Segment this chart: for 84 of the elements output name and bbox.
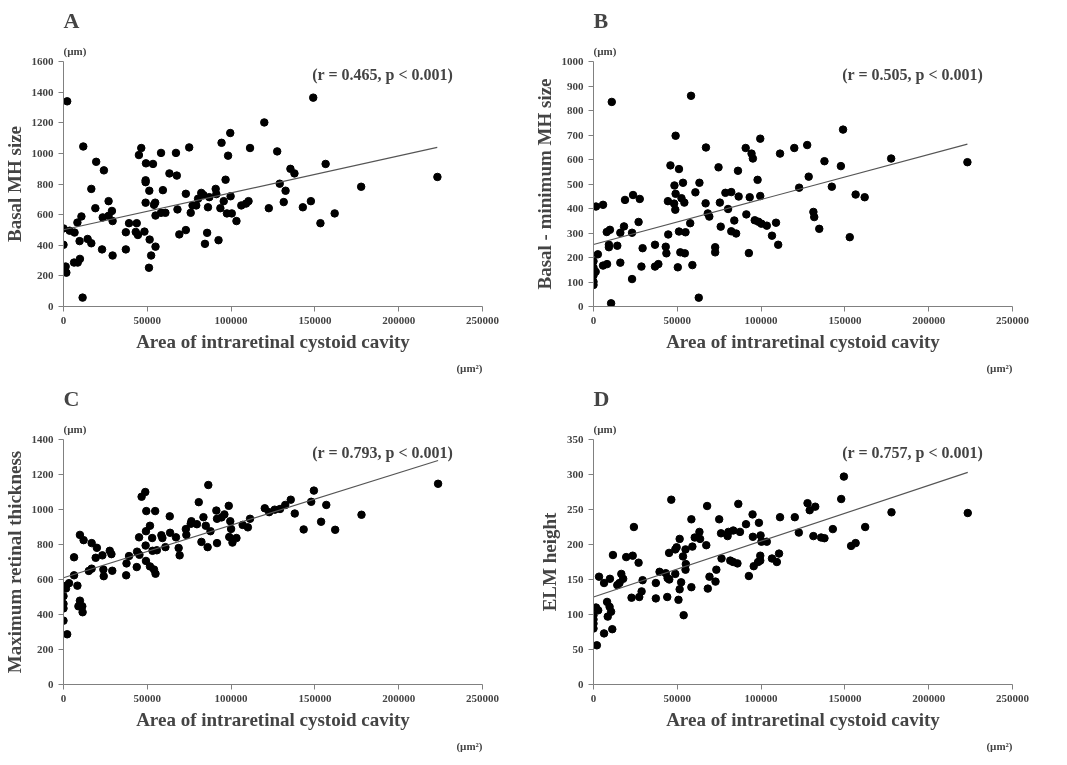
x-tick-label: 250000 — [996, 691, 1030, 704]
y-tick-label: 400 — [567, 202, 584, 214]
annotation: (r = 0.793, p < 0.001) — [312, 443, 453, 462]
chart-title: A — [63, 7, 80, 33]
x-axis-title: Area of intraretinal cystoid cavity — [666, 708, 941, 730]
x-tick-label: 200000 — [382, 313, 416, 326]
x-tick-label: 50000 — [133, 313, 162, 326]
x-tick-label: 250000 — [996, 313, 1030, 326]
y-tick-label: 200 — [37, 269, 54, 282]
x-tick-label: 200000 — [912, 313, 946, 326]
y-tick-label: 900 — [567, 79, 584, 92]
y-axis-title: Maximum retinal thickness — [3, 450, 25, 674]
x-tick-label: 100000 — [744, 313, 779, 326]
x-tick-label: 50000 — [663, 691, 692, 704]
y-tick-label: 1400 — [31, 85, 54, 98]
chart-title: D — [593, 385, 610, 411]
y-tick-label: 800 — [37, 538, 54, 550]
x-tick-label: 100000 — [744, 691, 779, 704]
annotation: (r = 0.465, p < 0.001) — [312, 65, 453, 84]
x-tick-label: 200000 — [912, 691, 946, 704]
text: (µm²) — [456, 361, 483, 375]
x-tick-label: 100000 — [214, 691, 249, 704]
y-tick-label: 1000 — [31, 146, 54, 159]
x-tick-label: 0 — [590, 313, 597, 326]
text: (µm) — [63, 422, 87, 436]
text: (µm²) — [986, 739, 1013, 753]
x-tick-label: 50000 — [133, 691, 162, 704]
y-tick-label: 150 — [567, 573, 584, 585]
text: (µm) — [63, 44, 87, 58]
y-axis-title: Basal - minimum MH size — [533, 78, 555, 290]
y-tick-label: 400 — [37, 608, 54, 620]
y-tick-label: 200 — [567, 251, 584, 263]
y-tick-label: 1000 — [31, 503, 54, 515]
x-tick-label: 150000 — [828, 691, 862, 704]
x-axis-title: Area of intraretinal cystoid cavity — [136, 330, 411, 352]
y-tick-label: 100 — [567, 608, 584, 620]
y-tick-label: 700 — [567, 128, 584, 141]
x-tick-label: 150000 — [298, 313, 332, 326]
chart-title: B — [593, 7, 609, 33]
chart-title: C — [63, 385, 80, 411]
y-tick-label: 1200 — [31, 116, 54, 129]
annotation: (r = 0.757, p < 0.001) — [842, 443, 983, 462]
x-axis-title: Area of intraretinal cystoid cavity — [136, 708, 411, 730]
y-tick-label: 200 — [37, 643, 54, 655]
x-tick-label: 0 — [590, 691, 597, 704]
y-tick-label: 300 — [567, 226, 584, 239]
y-tick-label: 400 — [37, 238, 54, 251]
text: (µm) — [593, 422, 617, 436]
x-tick-label: 100000 — [214, 313, 249, 326]
text: (µm²) — [986, 361, 1013, 375]
y-axis-title: ELM height — [539, 511, 560, 612]
text: (µm) — [593, 44, 617, 58]
y-tick-label: 600 — [567, 153, 584, 165]
x-tick-label: 0 — [60, 691, 67, 704]
text: (µm²) — [456, 739, 483, 753]
x-tick-label: 150000 — [828, 313, 862, 326]
x-tick-label: 50000 — [663, 313, 692, 326]
x-tick-label: 150000 — [298, 691, 332, 704]
y-tick-label: 200 — [567, 538, 584, 550]
y-tick-label: 600 — [37, 573, 54, 585]
y-tick-label: 350 — [567, 433, 584, 445]
y-tick-label: 0 — [578, 678, 584, 690]
y-tick-label: 0 — [48, 678, 54, 690]
y-tick-label: 1400 — [31, 433, 54, 445]
x-tick-label: 200000 — [382, 691, 416, 704]
y-tick-label: 800 — [567, 104, 584, 116]
y-tick-label: 800 — [37, 177, 54, 190]
x-tick-label: 250000 — [466, 313, 500, 326]
y-tick-label: 600 — [37, 208, 54, 221]
y-tick-label: 250 — [567, 503, 584, 515]
y-tick-label: 500 — [567, 177, 584, 190]
x-tick-label: 250000 — [466, 691, 500, 704]
y-tick-label: 100 — [567, 275, 584, 288]
y-axis-title: Basal MH size — [3, 125, 25, 243]
y-tick-label: 1200 — [31, 468, 54, 480]
annotation: (r = 0.505, p < 0.001) — [842, 65, 983, 84]
y-tick-label: 0 — [48, 300, 54, 312]
y-tick-label: 1600 — [31, 55, 54, 67]
y-tick-label: 0 — [578, 300, 584, 312]
x-axis-title: Area of intraretinal cystoid cavity — [666, 330, 941, 352]
y-tick-label: 1000 — [561, 55, 584, 67]
x-tick-label: 0 — [60, 313, 67, 326]
y-tick-label: 300 — [567, 468, 584, 480]
y-tick-label: 50 — [572, 643, 584, 655]
